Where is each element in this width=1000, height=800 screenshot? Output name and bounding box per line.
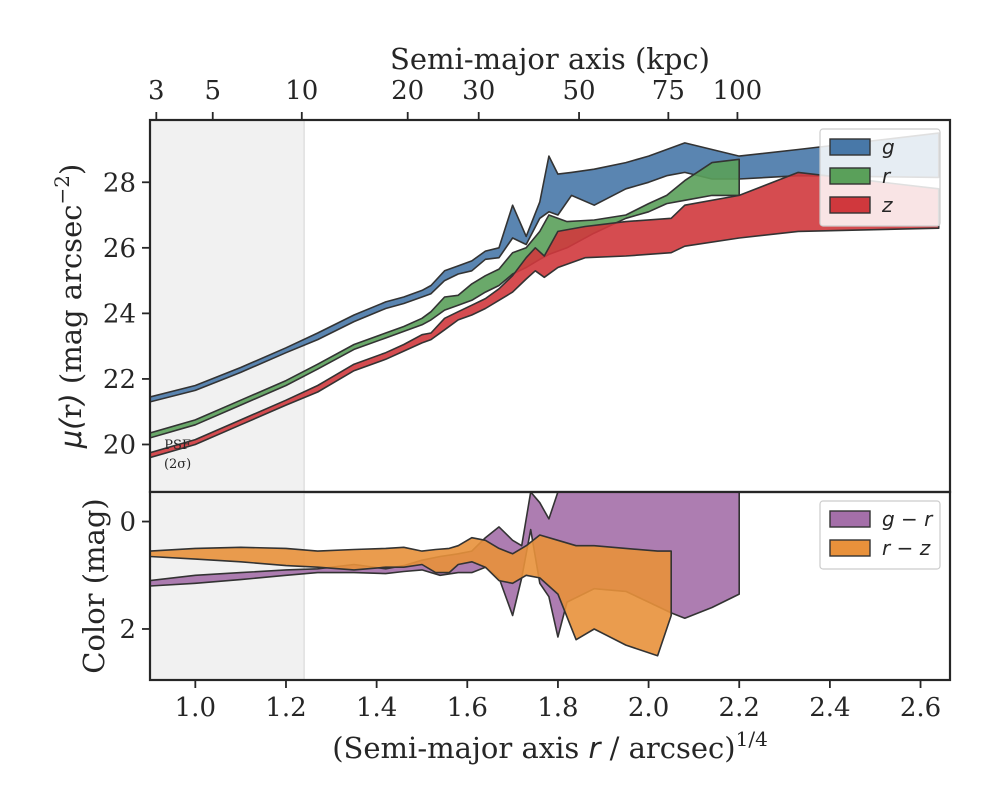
- plot-frame: [148, 490, 952, 682]
- top-axis-label: Semi-major axis (kpc): [390, 42, 710, 76]
- top-x-tick-label: 75: [652, 76, 685, 106]
- x-tick-label: 1.0: [175, 693, 216, 723]
- color-panel: 0 2 g − r r − z 1.0 1.2 1.4 1.6 1.8 2.0 2.2 2.4 2.6: [119, 490, 952, 723]
- legend-label: r: [882, 164, 892, 188]
- y-tick-label: 22: [103, 365, 136, 395]
- top-x-tick-label: 100: [713, 76, 763, 106]
- x-tick-label: 2.6: [900, 693, 941, 723]
- legend-label: r − z: [882, 536, 931, 560]
- psf-region: [150, 492, 305, 680]
- legend: g − r r − z: [819, 500, 941, 570]
- x-tick-label: 1.2: [265, 693, 306, 723]
- y-tick-label: 28: [103, 168, 136, 198]
- psf-sigma-label: (2σ): [164, 457, 191, 472]
- surface-brightness-panel: 20 22 24 26 28 grz PSF (2σ) 3 5 10 20 30 50 75 100: [103, 76, 952, 494]
- x-tick-label: 1.6: [447, 693, 488, 723]
- x-tick-label: 2.0: [628, 693, 669, 723]
- top-x-tick-label: 50: [563, 76, 596, 106]
- legend-swatch: [829, 510, 871, 528]
- top-x-tick-label: 20: [391, 76, 424, 106]
- top-x-tick-label: 10: [285, 76, 318, 106]
- legend-label: g − r: [882, 507, 934, 531]
- y-axis-label-mu: μ(r) (mag arcsec−2): [50, 164, 88, 450]
- psf-region: [150, 120, 305, 492]
- y-tick-label: 20: [103, 430, 136, 460]
- y-tick-label: 2: [119, 615, 136, 645]
- top-x-tick-label: 5: [204, 76, 221, 106]
- legend: grz: [819, 128, 941, 227]
- legend-swatch: [829, 196, 871, 214]
- series-group: [150, 492, 741, 657]
- legend-swatch: [829, 167, 871, 185]
- x-tick-label: 2.4: [809, 693, 850, 723]
- series-band-rz: [150, 534, 673, 657]
- y-tick-label: 0: [119, 508, 136, 538]
- top-x-tick-label: 30: [462, 76, 495, 106]
- legend-label: g: [882, 135, 895, 159]
- x-axis-label: (Semi-major axis r / arcsec)1/4: [332, 727, 768, 765]
- x-tick-label: 1.4: [356, 693, 397, 723]
- x-tick-label: 2.2: [719, 693, 760, 723]
- psf-label: PSF: [164, 438, 191, 453]
- y-tick-label: 24: [103, 299, 136, 329]
- top-x-tick-label: 3: [148, 76, 165, 106]
- y-axis-label-color: Color (mag): [77, 498, 111, 673]
- legend-swatch: [829, 138, 871, 156]
- legend-label: z: [881, 193, 893, 217]
- x-tick-label: 1.8: [537, 693, 578, 723]
- y-tick-label: 26: [103, 234, 136, 264]
- legend-swatch: [829, 539, 871, 557]
